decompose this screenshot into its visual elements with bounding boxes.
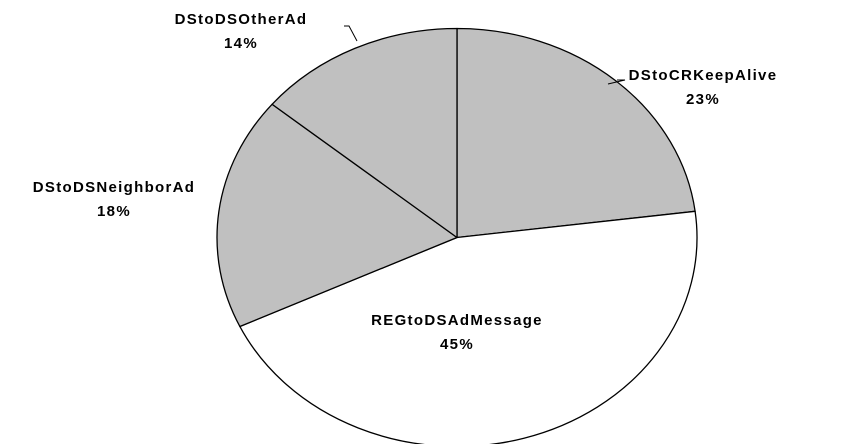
slice-value-dstodsotherad: 14% — [224, 35, 258, 52]
slice-value-dstocrkeepalive: 23% — [686, 91, 720, 108]
leader-line-dstodsotherad — [344, 25, 358, 42]
leader-line-dstocrkeepalive — [607, 79, 626, 85]
pie-slice-dstodsneighborad — [216, 103, 458, 328]
slice-value-dstodsneighborad: 18% — [97, 203, 131, 220]
pie-slice-dstodsotherad — [271, 27, 458, 239]
pie-slice-dstocrkeepalive — [456, 27, 696, 239]
leader-lines — [344, 25, 626, 85]
pie-slices — [216, 27, 698, 444]
slice-label-regtodsadmessage: REGtoDSAdMessage — [371, 312, 543, 329]
pie-slice-regtodsadmessage — [239, 210, 698, 444]
slice-label-dstocrkeepalive: DStoCRKeepAlive — [629, 67, 778, 84]
slice-value-regtodsadmessage: 45% — [440, 336, 474, 353]
slice-label-dstodsotherad: DStoDSOtherAd — [175, 11, 308, 28]
slice-label-dstodsneighborad: DStoDSNeighborAd — [33, 179, 195, 196]
